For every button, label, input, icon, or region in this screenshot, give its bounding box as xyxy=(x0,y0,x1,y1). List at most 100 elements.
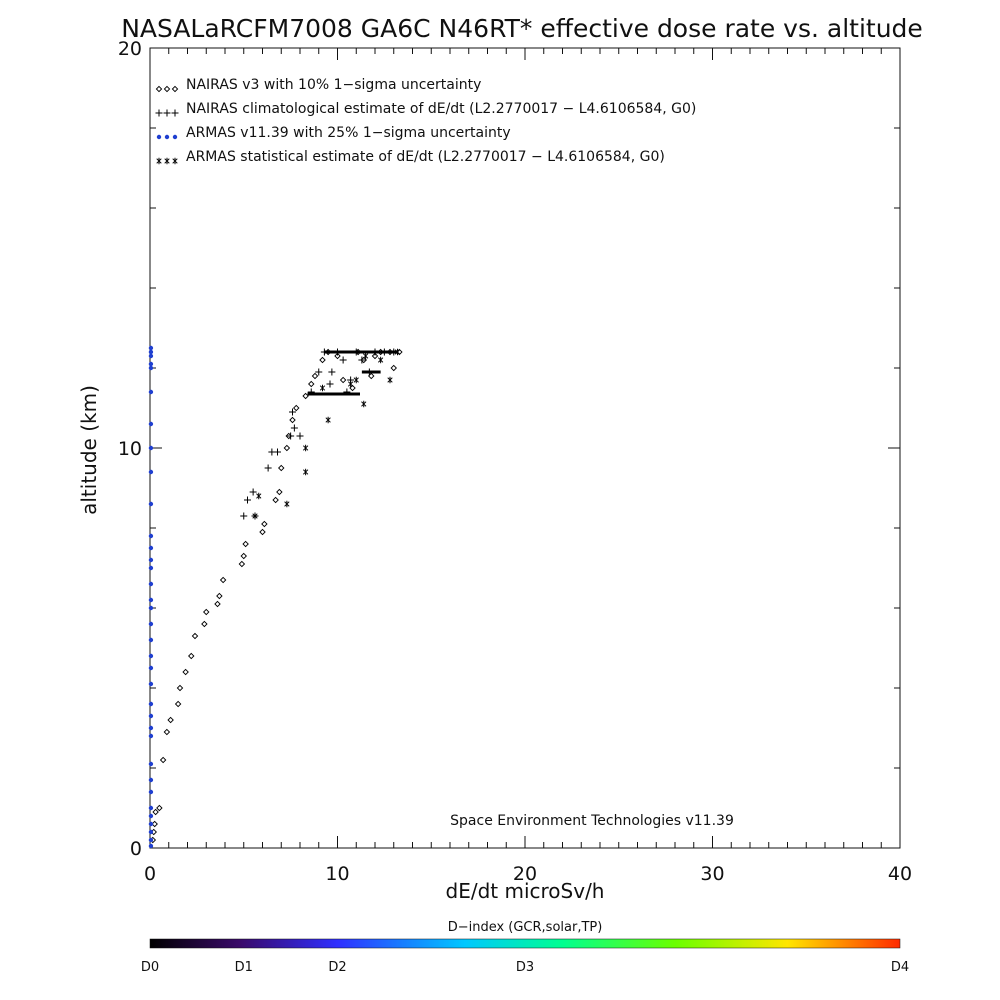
data-point xyxy=(148,501,154,507)
data-point xyxy=(148,653,154,659)
data-point xyxy=(240,552,247,560)
legend-marker xyxy=(164,157,170,165)
data-point xyxy=(214,600,221,608)
data-point xyxy=(148,353,154,359)
data-point xyxy=(252,512,258,520)
legend-marker xyxy=(164,134,170,140)
y-tick-label: 20 xyxy=(118,38,142,60)
data-point xyxy=(311,372,319,380)
data-point xyxy=(216,592,223,600)
data-point xyxy=(148,843,154,849)
data-point xyxy=(148,805,154,811)
legend-label: NAIRAS v3 with 10% 1−sigma uncertainty xyxy=(186,77,481,93)
data-point xyxy=(315,368,323,376)
colorbar-label: D4 xyxy=(891,960,909,975)
data-point xyxy=(148,813,154,819)
data-point xyxy=(176,684,184,692)
data-point xyxy=(148,777,154,783)
colorbar-labels: D0 D1 D2 D3 D4 xyxy=(141,960,909,975)
colorbar-title: D−index (GCR,solar,TP) xyxy=(448,920,603,935)
y-axis-label: altitude (km) xyxy=(77,385,101,515)
data-point xyxy=(148,445,154,451)
data-point xyxy=(148,565,154,571)
data-point xyxy=(296,432,304,440)
data-point xyxy=(148,545,154,551)
data-point xyxy=(159,756,167,764)
data-point xyxy=(148,557,154,563)
series-1 xyxy=(149,348,403,844)
tick-marks xyxy=(149,47,901,849)
data-point xyxy=(274,448,281,456)
data-point xyxy=(148,837,154,843)
data-point xyxy=(148,713,154,719)
legend: NAIRAS v3 with 10% 1−sigma uncertainty NA… xyxy=(155,77,696,165)
data-point xyxy=(238,560,246,568)
data-point xyxy=(174,700,182,708)
x-tick-label: 10 xyxy=(325,863,349,885)
y-tick-label: 0 xyxy=(130,838,142,860)
x-tick-label: 0 xyxy=(144,863,156,885)
data-point xyxy=(387,376,393,384)
data-point xyxy=(276,488,283,496)
data-point xyxy=(148,725,154,731)
data-point xyxy=(148,389,154,395)
series-layer xyxy=(148,345,403,849)
legend-marker xyxy=(172,157,178,165)
data-point xyxy=(256,492,262,500)
data-point xyxy=(302,468,309,476)
data-point xyxy=(289,416,296,424)
data-point xyxy=(287,432,295,440)
series-2 xyxy=(240,348,398,520)
data-point xyxy=(148,469,154,475)
data-point xyxy=(240,512,248,520)
credit-annotation: Space Environment Technologies v11.39 xyxy=(450,813,734,829)
series-4 xyxy=(252,348,401,520)
data-point xyxy=(261,520,268,528)
data-point xyxy=(272,496,279,504)
data-point xyxy=(148,581,154,587)
legend-label: ARMAS statistical estimate of dE/dt (L2.… xyxy=(186,149,665,165)
data-point xyxy=(319,384,326,392)
data-point xyxy=(148,349,154,355)
data-point xyxy=(334,352,341,360)
legend-label: NAIRAS climatological estimate of dE/dt … xyxy=(186,101,696,117)
data-point xyxy=(249,488,257,496)
data-point xyxy=(278,464,285,472)
data-point xyxy=(148,637,154,643)
x-tick-label: 40 xyxy=(888,863,912,885)
data-point xyxy=(188,652,195,660)
data-point xyxy=(148,733,154,739)
data-point xyxy=(361,400,367,408)
colorbar-label: D2 xyxy=(328,960,346,975)
x-axis-label: dE/dt microSv/h xyxy=(446,879,605,903)
tick-labels: 0 10 20 30 40 0 10 20 xyxy=(118,38,912,885)
data-point xyxy=(339,376,347,384)
data-point xyxy=(308,380,315,388)
legend-item: NAIRAS v3 with 10% 1−sigma uncertainty xyxy=(155,77,481,93)
data-point xyxy=(148,829,154,835)
data-point xyxy=(326,380,334,388)
colorbar xyxy=(149,938,901,949)
legend-marker xyxy=(156,157,162,165)
data-point xyxy=(182,668,189,676)
legend-marker xyxy=(171,85,179,93)
data-point xyxy=(167,716,174,724)
data-point xyxy=(148,821,154,827)
plot-frame xyxy=(149,47,901,849)
data-point xyxy=(347,380,354,388)
data-point xyxy=(219,576,227,584)
data-point xyxy=(302,392,309,400)
legend-marker xyxy=(163,109,171,117)
colorbar-label: D1 xyxy=(235,960,253,975)
data-point xyxy=(201,620,208,628)
legend-marker xyxy=(155,85,163,93)
series-3 xyxy=(148,345,154,849)
legend-marker xyxy=(156,134,162,140)
data-point xyxy=(152,808,159,816)
data-point xyxy=(259,528,266,536)
data-point xyxy=(148,761,154,767)
data-point xyxy=(244,496,251,504)
data-point xyxy=(148,365,154,371)
data-point xyxy=(156,804,163,812)
